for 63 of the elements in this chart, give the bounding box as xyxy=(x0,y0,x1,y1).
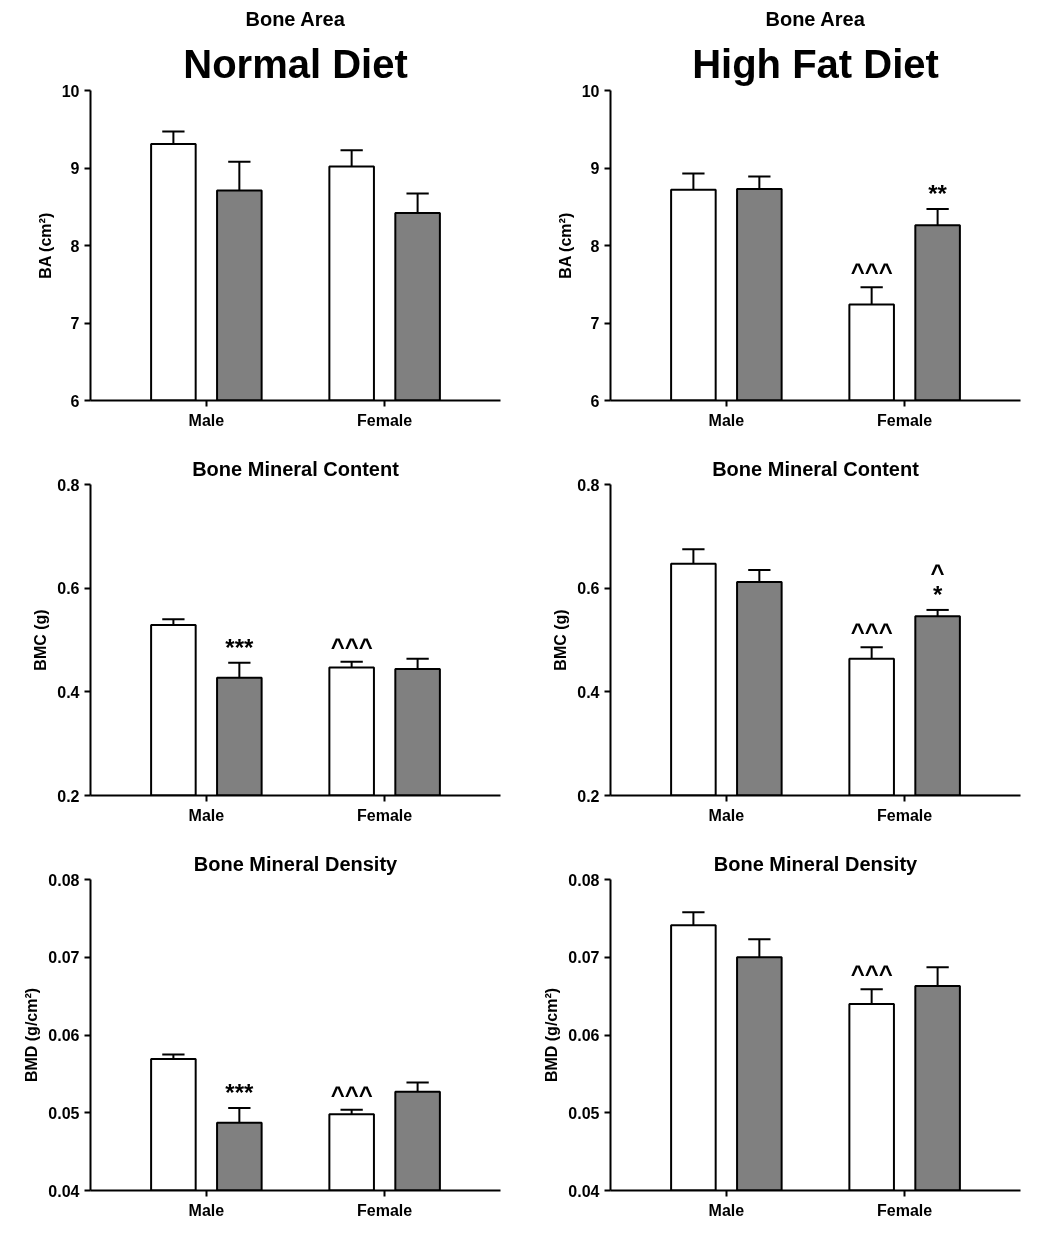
x-tick-label: Male xyxy=(188,1201,225,1219)
chart-title: Bone Mineral Content xyxy=(712,457,920,480)
data-label: ^^^ xyxy=(330,632,373,660)
data-label: ** xyxy=(928,180,948,208)
y-tick-label: 7 xyxy=(70,315,80,332)
y-tick-label: 0.04 xyxy=(48,1182,80,1200)
chart-title: Bone Area xyxy=(765,7,866,30)
x-tick-label: Female xyxy=(357,806,413,824)
y-tick-label: 0.4 xyxy=(57,683,80,701)
y-tick-label: 0.06 xyxy=(568,1027,600,1044)
y-axis-title: BA (cm²) xyxy=(36,212,54,279)
data-label: ^^^ xyxy=(330,1080,373,1108)
y-tick-label: 6 xyxy=(70,392,80,410)
y-tick-label: 0.07 xyxy=(568,949,600,967)
x-tick-label: Female xyxy=(357,411,413,429)
data-label: ^^^ xyxy=(850,258,893,286)
y-tick-label: 0.05 xyxy=(568,1104,600,1122)
data-label: *** xyxy=(225,633,255,661)
y-tick-label: 0.05 xyxy=(48,1104,80,1122)
y-tick-label: 0.8 xyxy=(57,476,80,494)
x-tick-label: Male xyxy=(708,1201,745,1219)
y-tick-label: 0.07 xyxy=(48,949,80,967)
chart-title: Bone Mineral Density xyxy=(193,852,399,875)
text: Normal Diet xyxy=(183,41,408,86)
y-tick-label: 7 xyxy=(590,315,600,332)
y-tick-label: 0.08 xyxy=(48,871,80,889)
y-axis-title: BMC (g) xyxy=(552,609,570,671)
y-tick-label: 0.04 xyxy=(568,1182,600,1200)
y-tick-label: 0.4 xyxy=(577,683,600,701)
y-tick-label: 8 xyxy=(70,237,80,255)
y-axis-title: BA (cm²) xyxy=(556,212,574,279)
chart-title: Bone Mineral Density xyxy=(713,852,919,875)
y-tick-label: 6 xyxy=(590,392,600,410)
data-label: ^^^ xyxy=(850,960,893,988)
x-tick-label: Male xyxy=(188,806,225,824)
x-tick-label: Male xyxy=(188,411,225,429)
y-tick-label: 8 xyxy=(590,237,600,255)
y-tick-label: 9 xyxy=(70,160,80,177)
y-tick-label: 0.2 xyxy=(57,787,80,805)
y-tick-label: 0.06 xyxy=(48,1027,80,1044)
y-axis-title: BMD (g/cm²) xyxy=(23,987,41,1083)
y-tick-label: 0.2 xyxy=(577,787,600,805)
y-tick-label: 10 xyxy=(61,82,80,100)
data-label: ^^^ xyxy=(850,618,893,646)
x-tick-label: Female xyxy=(357,1201,413,1219)
y-axis-title: BMD (g/cm²) xyxy=(543,987,561,1083)
data-label: ^ * xyxy=(930,559,945,608)
x-tick-label: Female xyxy=(877,411,933,429)
chart-title: Bone Mineral Content xyxy=(192,457,400,480)
y-tick-label: 0.6 xyxy=(57,580,80,598)
text: High Fat Diet xyxy=(692,41,939,86)
y-axis-title: BMC (g) xyxy=(32,609,50,671)
x-tick-label: Female xyxy=(877,806,933,824)
y-tick-label: 0.6 xyxy=(577,580,600,598)
x-tick-label: Female xyxy=(877,1201,933,1219)
y-tick-label: 0.8 xyxy=(577,476,600,494)
chart-title: Bone Area xyxy=(245,7,346,30)
y-tick-label: 0.08 xyxy=(568,871,600,889)
x-tick-label: Male xyxy=(708,806,745,824)
data-label: *** xyxy=(225,1079,255,1107)
y-tick-label: 9 xyxy=(590,160,600,177)
y-tick-label: 10 xyxy=(581,82,600,100)
x-tick-label: Male xyxy=(708,411,745,429)
